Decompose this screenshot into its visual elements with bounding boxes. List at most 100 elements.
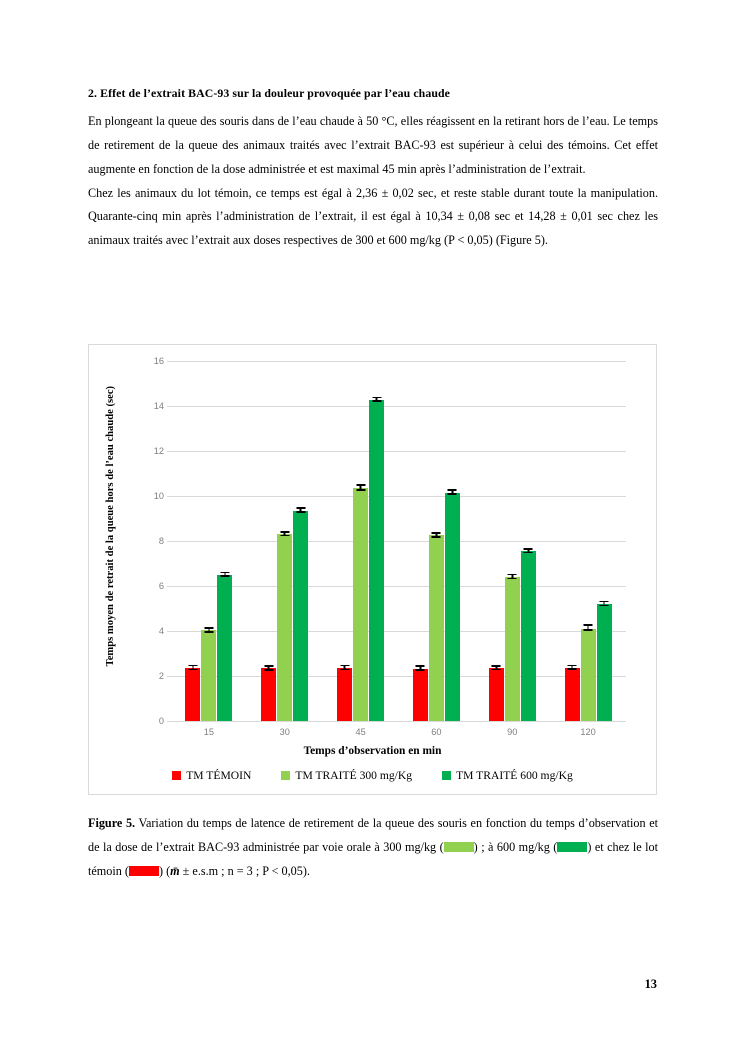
gridline	[171, 451, 626, 452]
bar	[369, 396, 385, 721]
legend-swatch	[281, 771, 291, 780]
figure-caption-text-2: ) ; à 600 mg/kg (	[473, 839, 558, 854]
y-tick-mark	[167, 361, 171, 362]
figure-caption-text-4: ) (	[158, 863, 171, 878]
caption-swatch-600	[557, 841, 588, 852]
bar-group	[398, 361, 474, 721]
error-bar	[296, 507, 306, 513]
y-tick-label: 4	[158, 626, 164, 636]
error-bar	[356, 484, 366, 491]
error-bar	[491, 664, 501, 671]
x-tick-label: 15	[203, 727, 215, 737]
y-tick-label: 6	[158, 581, 164, 591]
bar-group	[323, 361, 399, 721]
error-bar	[523, 547, 533, 554]
legend-swatch	[172, 771, 182, 780]
legend-item: TM TRAITÉ 300 mg/Kg	[281, 769, 412, 782]
bar-group	[474, 361, 550, 721]
y-tick-label: 10	[153, 491, 164, 501]
x-tick-label: 60	[431, 727, 442, 737]
x-tick-label: 45	[355, 727, 366, 737]
x-tick-label: 90	[507, 727, 518, 737]
bar	[444, 489, 460, 721]
error-bar	[280, 531, 290, 537]
gridline	[171, 496, 626, 497]
caption-swatch-300	[443, 841, 474, 852]
figure-chart: Temps moyen de retrait de la queue hors …	[88, 344, 657, 795]
error-bar	[340, 664, 350, 671]
y-tick-mark	[167, 586, 171, 587]
y-tick-mark	[167, 721, 171, 722]
bar	[504, 573, 520, 721]
bar	[337, 664, 353, 721]
y-axis-title-text: Temps moyen de retrait de la queue hors …	[104, 385, 116, 667]
bar	[261, 665, 277, 721]
gridline	[171, 586, 626, 587]
error-bar	[188, 664, 198, 671]
figure-caption-text-3: ) et chez le lot témoin (	[88, 839, 659, 878]
bar-group	[171, 361, 247, 721]
error-bar	[372, 396, 382, 402]
legend-label: TM TRAITÉ 300 mg/Kg	[295, 769, 413, 782]
bar	[185, 664, 201, 721]
figure-caption-text-1: Variation du temps de latence de retirem…	[88, 816, 658, 854]
caption-mean-symbol: m̄	[170, 863, 180, 878]
y-tick-label: 8	[158, 536, 164, 546]
x-tick-label: 120	[580, 727, 596, 737]
x-tick-label: 30	[279, 727, 290, 737]
gridline	[171, 361, 626, 362]
gridline	[171, 721, 626, 722]
bar-group	[550, 361, 626, 721]
x-axis-tick-labels: 15 30 45 60 90 120	[171, 727, 626, 743]
legend-item: TM TRAITÉ 600 mg/Kg	[442, 769, 573, 782]
y-tick-label: 12	[153, 446, 164, 456]
gridlines: 0 2 4 6 8 10 12 14 16	[154, 356, 626, 726]
y-axis-title: Temps moyen de retrait de la queue hors …	[97, 361, 125, 691]
text-content: 2. Effet de l’extrait BAC-93 sur la doul…	[88, 86, 658, 253]
y-tick-label: 16	[153, 356, 164, 366]
legend-label: TM TÉMOIN	[186, 769, 252, 782]
bar	[520, 547, 536, 721]
figure-caption: Figure 5. Variation du temps de latence …	[88, 812, 658, 883]
y-tick-label: 0	[158, 716, 164, 726]
error-bar	[507, 573, 517, 580]
bar	[488, 664, 504, 721]
bar	[564, 664, 580, 721]
bar	[412, 665, 428, 721]
error-bar	[264, 665, 274, 671]
legend-item: TM TÉMOIN	[172, 769, 251, 782]
y-tick-mark	[167, 406, 171, 407]
caption-swatch-temoin	[128, 865, 159, 876]
gridline	[171, 676, 626, 677]
bar	[428, 532, 444, 721]
y-tick-mark	[167, 496, 171, 497]
error-bar	[599, 600, 609, 607]
figure-caption-text-5: ± e.s.m ; n = 3 ; P < 0,05).	[179, 863, 310, 878]
error-bar	[204, 627, 214, 633]
page-number: 13	[644, 977, 657, 991]
bar	[201, 627, 217, 721]
bar	[277, 531, 293, 721]
x-axis-title: Temps d’observation en min	[303, 745, 442, 757]
gridline	[171, 406, 626, 407]
error-bar	[447, 489, 457, 495]
bar	[293, 507, 309, 721]
gridline	[171, 541, 626, 542]
paragraph-1: En plongeant la queue des souris dans de…	[88, 114, 658, 176]
y-tick-mark	[167, 676, 171, 677]
bar	[580, 624, 596, 721]
figure-caption-label: Figure 5.	[88, 816, 136, 830]
error-bar	[431, 532, 441, 538]
legend-swatch	[442, 771, 452, 780]
error-bar	[583, 624, 593, 631]
y-tick-mark	[167, 451, 171, 452]
plot-area: 0 2 4 6 8 10 12 14 16	[154, 356, 626, 726]
y-tick-mark	[167, 541, 171, 542]
bar-groups	[171, 361, 626, 721]
y-tick-label: 14	[153, 401, 164, 411]
error-bar	[567, 664, 577, 670]
section-heading: 2. Effet de l’extrait BAC-93 sur la doul…	[88, 86, 450, 100]
error-bar	[415, 665, 425, 671]
bar	[217, 571, 233, 721]
